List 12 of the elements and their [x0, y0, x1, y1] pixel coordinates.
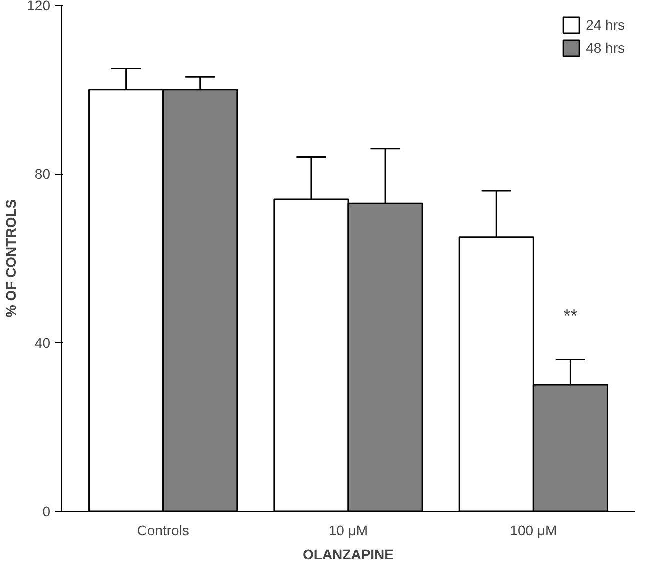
x-tick-label: 100 μM	[510, 522, 558, 538]
y-axis-title: % OF CONTROLS	[3, 199, 20, 318]
legend-label: 48 hrs	[586, 40, 625, 56]
y-tick-label: 0	[42, 504, 51, 520]
x-tick-label: 10 μM	[328, 522, 368, 538]
y-tick-label: 120	[27, 0, 51, 14]
y-tick-label: 80	[34, 166, 51, 182]
legend-label: 24 hrs	[586, 17, 625, 33]
x-tick-label: Controls	[137, 522, 190, 538]
annotation: **	[564, 306, 578, 326]
y-tick-label: 40	[34, 334, 51, 351]
x-axis-title: OLANZAPINE	[303, 546, 394, 562]
